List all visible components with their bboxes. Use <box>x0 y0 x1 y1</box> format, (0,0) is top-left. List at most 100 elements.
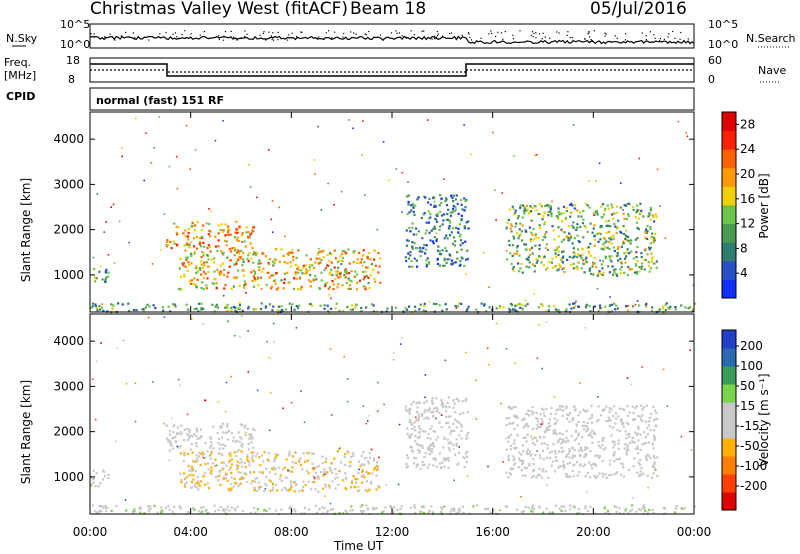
heat-cell <box>513 446 516 450</box>
heat-cell <box>408 226 411 229</box>
heat-cell <box>404 256 407 259</box>
heat-cell <box>576 474 579 477</box>
heat-cell <box>613 441 616 444</box>
heat-cell <box>626 444 629 447</box>
heat-cell <box>235 228 238 231</box>
heat-cell <box>527 256 530 259</box>
heat-cell <box>615 417 618 420</box>
heat-cell <box>185 303 188 306</box>
heat-cell <box>611 273 615 276</box>
heat-cell <box>247 443 250 446</box>
heat-cell <box>639 415 642 418</box>
heat-cell <box>344 270 347 273</box>
heat-cell <box>196 481 199 484</box>
noise-point <box>301 31 303 33</box>
noise-point <box>654 37 656 39</box>
heat-cell <box>122 339 125 342</box>
heat-cell <box>367 460 370 463</box>
heat-cell <box>423 505 426 508</box>
heat-cell <box>508 417 511 420</box>
heat-cell <box>321 462 324 465</box>
heat-cell <box>589 310 592 313</box>
heat-cell <box>280 279 283 282</box>
heat-cell <box>578 453 581 456</box>
heat-cell <box>202 307 205 310</box>
heat-cell <box>184 234 187 237</box>
heat-cell <box>573 302 576 305</box>
heat-cell <box>418 415 421 418</box>
heat-cell <box>432 445 436 448</box>
heat-cell <box>628 252 631 255</box>
heat-cell <box>647 441 650 444</box>
heat-cell <box>438 462 441 465</box>
noise-frame <box>89 23 695 49</box>
colorbar-tick-label: -50 <box>740 439 760 453</box>
heat-cell <box>626 421 629 425</box>
heat-cell <box>222 443 225 446</box>
heat-cell <box>509 407 512 410</box>
heat-cell <box>563 440 566 443</box>
heat-cell <box>128 309 131 313</box>
heat-cell <box>224 234 227 237</box>
heat-cell <box>206 482 209 485</box>
heat-cell <box>230 471 233 474</box>
heat-cell <box>257 481 260 484</box>
heat-cell <box>465 273 468 275</box>
heat-cell <box>449 234 452 237</box>
heat-cell <box>525 209 528 212</box>
heat-cell <box>600 307 603 310</box>
heat-cell <box>434 197 436 200</box>
heat-cell <box>177 426 180 429</box>
heat-cell <box>299 288 302 291</box>
heat-cell <box>573 405 576 408</box>
heat-cell <box>575 300 577 303</box>
heat-cell <box>472 505 475 508</box>
heat-cell <box>416 463 419 466</box>
heat-cell <box>185 476 189 479</box>
heat-cell <box>451 196 454 199</box>
heat-cell <box>648 246 651 249</box>
heat-cell <box>593 262 596 265</box>
heat-cell <box>614 422 617 425</box>
heat-cell <box>465 258 468 261</box>
heat-cell <box>567 414 570 417</box>
heat-cell <box>510 224 513 228</box>
heat-cell <box>642 472 645 475</box>
heat-cell <box>301 489 304 492</box>
heat-cell <box>285 489 289 492</box>
noise-point <box>558 32 560 34</box>
heat-cell <box>299 463 302 466</box>
heat-cell <box>271 309 274 312</box>
heat-cell <box>204 272 207 275</box>
heat-cell <box>341 259 344 263</box>
heat-cell <box>601 437 604 440</box>
heat-cell <box>96 193 99 195</box>
heat-cell <box>562 205 565 208</box>
heat-cell <box>293 308 296 311</box>
heat-cell <box>623 257 627 260</box>
heat-cell <box>444 200 447 203</box>
heat-cell <box>548 204 551 207</box>
heat-cell <box>273 262 276 265</box>
heat-cell <box>360 454 363 458</box>
heat-cell <box>264 255 267 258</box>
heat-cell <box>541 422 544 425</box>
heat-cell <box>228 468 231 472</box>
heat-cell <box>505 448 508 451</box>
heat-cell <box>464 399 467 402</box>
colorbar-swatch <box>722 130 736 150</box>
heat-cell <box>230 432 233 435</box>
heat-cell <box>405 259 408 263</box>
heat-cell <box>345 281 348 285</box>
heat-cell <box>288 450 291 453</box>
heat-cell <box>427 448 430 451</box>
heat-cell <box>635 405 638 408</box>
colorbar-tick-label: -15 <box>740 419 760 433</box>
heat-cell <box>227 271 230 274</box>
heat-cell <box>335 473 338 476</box>
heat-cell <box>624 509 627 512</box>
heat-cell <box>317 125 319 128</box>
noise-point <box>218 35 220 37</box>
heat-cell <box>335 273 338 276</box>
